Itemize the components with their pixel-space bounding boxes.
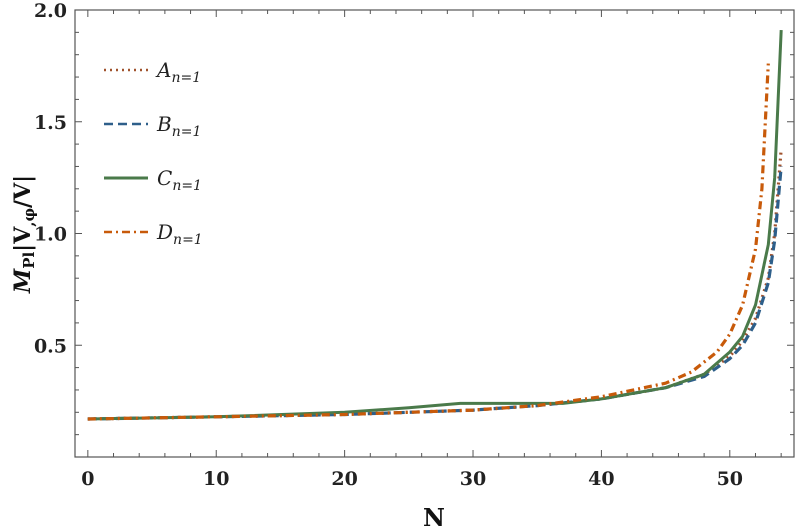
series-line-c (87, 30, 783, 421)
series-line-d (87, 63, 770, 421)
x-tick-label: 0 (81, 468, 94, 490)
x-axis-title: N (423, 503, 445, 529)
y-tick-label: 1.5 (34, 112, 67, 134)
y-tick-label: 1.0 (34, 224, 67, 246)
x-tick-label: 30 (460, 468, 486, 490)
legend: An=1 Bn=1 Cn=1 Dn=1 (104, 58, 203, 248)
x-tick-label: 20 (331, 468, 357, 490)
y-axis-ticks: 0.5 1.0 1.5 2.0 (34, 0, 794, 436)
x-axis-ticks: 0 10 20 30 40 50 (81, 10, 782, 490)
x-tick-label: 10 (203, 468, 229, 490)
y-axis-title: MPl|V,φ/V| (10, 175, 38, 294)
series-layer (87, 30, 783, 421)
x-tick-label: 50 (717, 468, 743, 490)
x-tick-label: 40 (588, 468, 614, 490)
series-line-b (87, 166, 783, 421)
legend-label-c: Cn=1 (157, 166, 202, 194)
legend-label-d: Dn=1 (156, 220, 203, 248)
legend-label-a: An=1 (155, 58, 201, 86)
legend-label-b: Bn=1 (156, 112, 201, 140)
y-tick-label: 0.5 (34, 335, 67, 357)
y-tick-label: 2.0 (34, 0, 67, 22)
